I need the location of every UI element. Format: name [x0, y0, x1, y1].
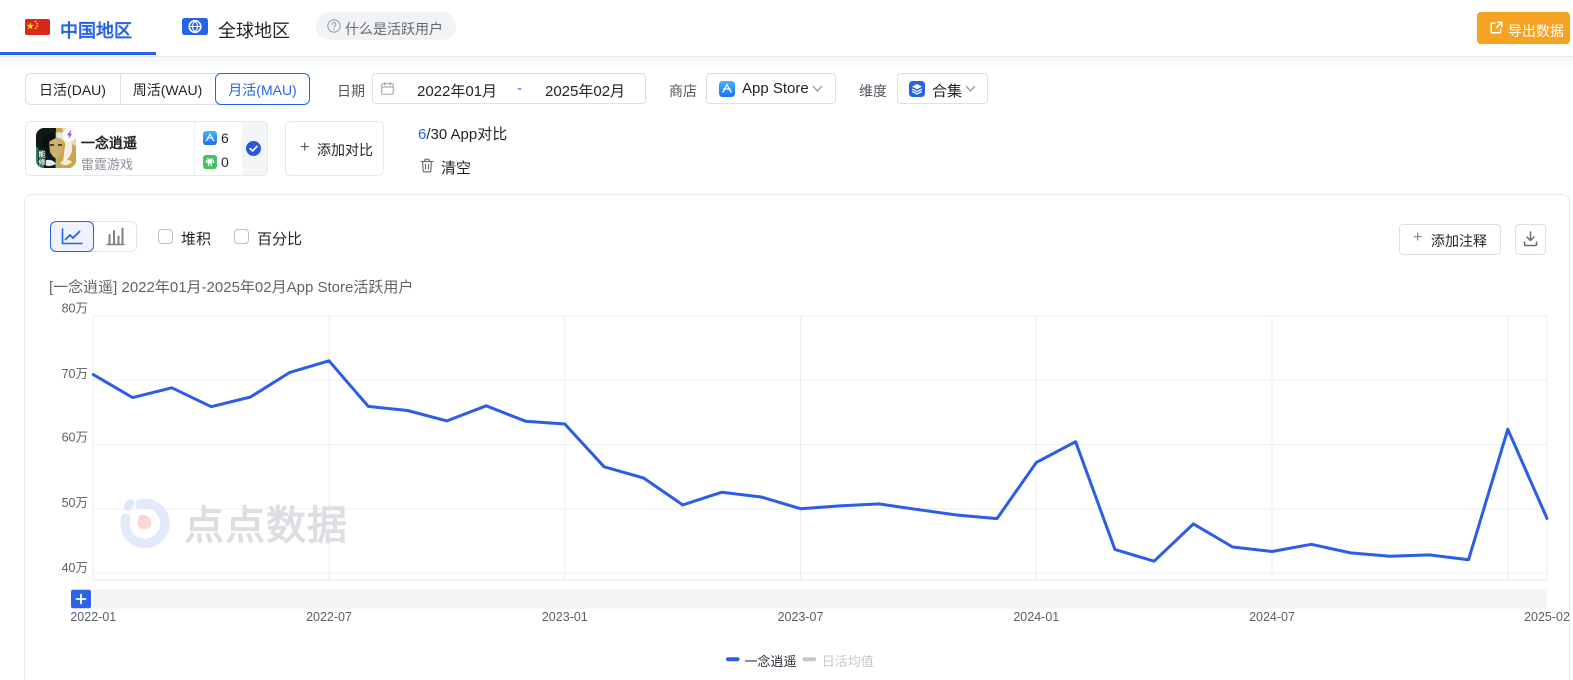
- svg-text:70万: 70万: [62, 367, 88, 381]
- svg-text:2023-07: 2023-07: [778, 610, 824, 624]
- svg-text:2024-07: 2024-07: [1249, 610, 1295, 624]
- svg-text:2025-02: 2025-02: [1524, 610, 1570, 624]
- svg-text:50万: 50万: [62, 496, 88, 510]
- svg-text:一念逍遥: 一念逍遥: [745, 654, 797, 669]
- svg-text:2022-01: 2022-01: [70, 610, 116, 624]
- svg-text:能: 能: [39, 150, 46, 159]
- svg-text:60万: 60万: [62, 430, 88, 444]
- svg-text:2023-01: 2023-01: [542, 610, 588, 624]
- svg-text:2022-07: 2022-07: [306, 610, 352, 624]
- svg-text:修: 修: [38, 158, 47, 167]
- svg-text:40万: 40万: [62, 561, 88, 575]
- svg-text:点点数据: 点点数据: [184, 504, 348, 548]
- svg-text:2024-01: 2024-01: [1013, 610, 1059, 624]
- svg-text:80万: 80万: [62, 302, 88, 316]
- svg-text:日活均值: 日活均值: [822, 654, 874, 669]
